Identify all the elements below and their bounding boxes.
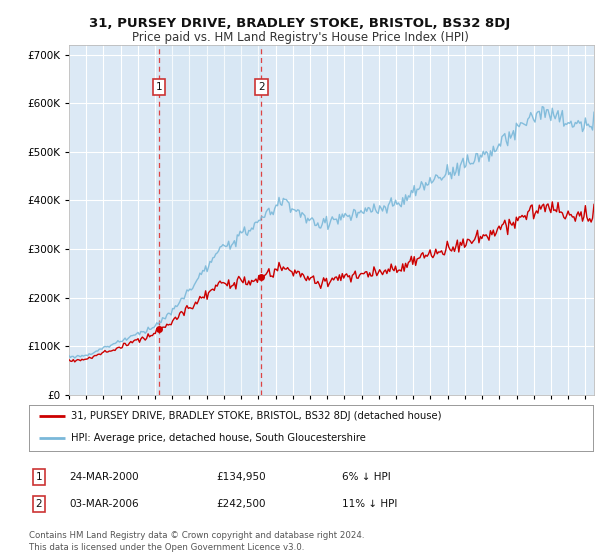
Text: Price paid vs. HM Land Registry's House Price Index (HPI): Price paid vs. HM Land Registry's House … bbox=[131, 31, 469, 44]
Text: 1: 1 bbox=[156, 82, 163, 92]
Text: £134,950: £134,950 bbox=[216, 472, 266, 482]
Text: HPI: Average price, detached house, South Gloucestershire: HPI: Average price, detached house, Sout… bbox=[71, 433, 366, 443]
Text: 31, PURSEY DRIVE, BRADLEY STOKE, BRISTOL, BS32 8DJ: 31, PURSEY DRIVE, BRADLEY STOKE, BRISTOL… bbox=[89, 17, 511, 30]
Text: 24-MAR-2000: 24-MAR-2000 bbox=[69, 472, 139, 482]
Text: Contains HM Land Registry data © Crown copyright and database right 2024.
This d: Contains HM Land Registry data © Crown c… bbox=[29, 531, 364, 552]
Text: 2: 2 bbox=[258, 82, 265, 92]
Text: 1: 1 bbox=[35, 472, 43, 482]
Text: 2: 2 bbox=[35, 499, 43, 509]
Text: 03-MAR-2006: 03-MAR-2006 bbox=[69, 499, 139, 509]
Text: 31, PURSEY DRIVE, BRADLEY STOKE, BRISTOL, BS32 8DJ (detached house): 31, PURSEY DRIVE, BRADLEY STOKE, BRISTOL… bbox=[71, 412, 442, 421]
Bar bbox=[159, 45, 261, 395]
Text: £242,500: £242,500 bbox=[216, 499, 265, 509]
Text: 6% ↓ HPI: 6% ↓ HPI bbox=[342, 472, 391, 482]
Text: 11% ↓ HPI: 11% ↓ HPI bbox=[342, 499, 397, 509]
